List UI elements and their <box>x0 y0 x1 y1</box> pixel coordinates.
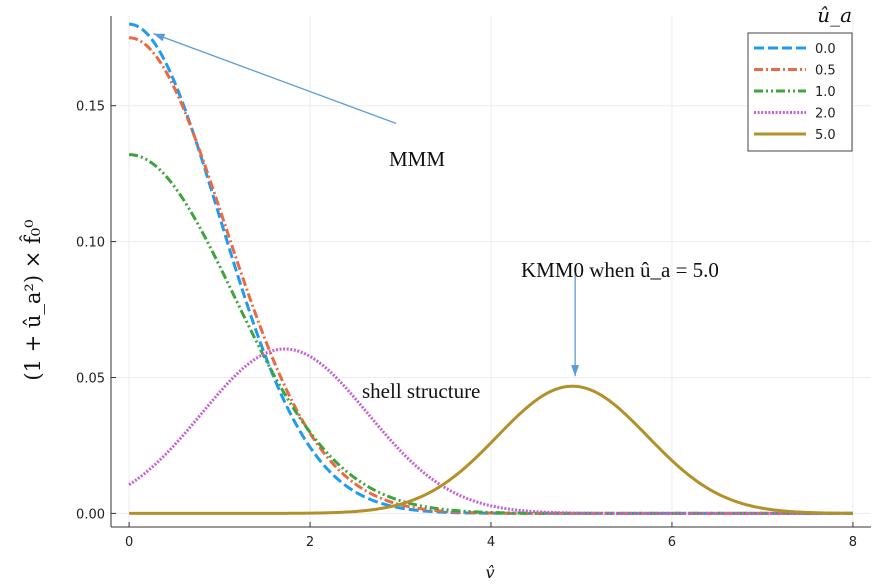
legend-label: 0.5 <box>815 64 836 79</box>
annotation-kmm0: KMM0 when û_a = 5.0 <box>521 258 719 282</box>
annotation-arrow-mmm <box>153 33 397 124</box>
x-axis-label: v̂ <box>485 563 494 582</box>
legend-title: û_a <box>817 3 852 27</box>
annotation-mmm: MMM <box>389 147 445 171</box>
y-tick-label: 0.10 <box>76 236 105 251</box>
series-layer <box>128 22 853 515</box>
y-axis-label: (1 + û_a²) × f̂₀⁰ <box>20 219 45 380</box>
x-tick-label: 8 <box>849 535 857 550</box>
legend: û_a 0.0 0.5 1.0 2.0 5.0 <box>747 3 853 152</box>
series-line-2.0 <box>128 347 853 515</box>
x-tick-label: 6 <box>668 535 676 550</box>
series-line-1.0 <box>129 153 853 515</box>
annotations: MMM KMM0 when û_a = 5.0 shell structure <box>153 33 719 403</box>
legend-label: 1.0 <box>815 85 836 100</box>
legend-label: 5.0 <box>815 128 836 143</box>
y-tick-label: 0.15 <box>76 100 105 115</box>
x-tick-label: 4 <box>487 535 495 550</box>
x-tick-label: 0 <box>125 535 133 550</box>
legend-items: 0.0 0.5 1.0 2.0 5.0 <box>754 42 836 143</box>
annotation-arrowhead-kmm0 <box>571 365 580 377</box>
ticks: 0 2 4 6 8 0.00 0.05 0.10 0.15 <box>76 100 857 550</box>
legend-label: 2.0 <box>815 107 836 122</box>
x-tick-label: 2 <box>306 535 314 550</box>
series-line-5.0 <box>129 384 853 515</box>
y-tick-label: 0.00 <box>76 507 105 522</box>
annotation-shell-structure: shell structure <box>362 379 480 403</box>
y-tick-label: 0.05 <box>76 372 105 387</box>
annotation-arrowhead-mmm <box>153 33 166 42</box>
legend-label: 0.0 <box>815 42 836 57</box>
